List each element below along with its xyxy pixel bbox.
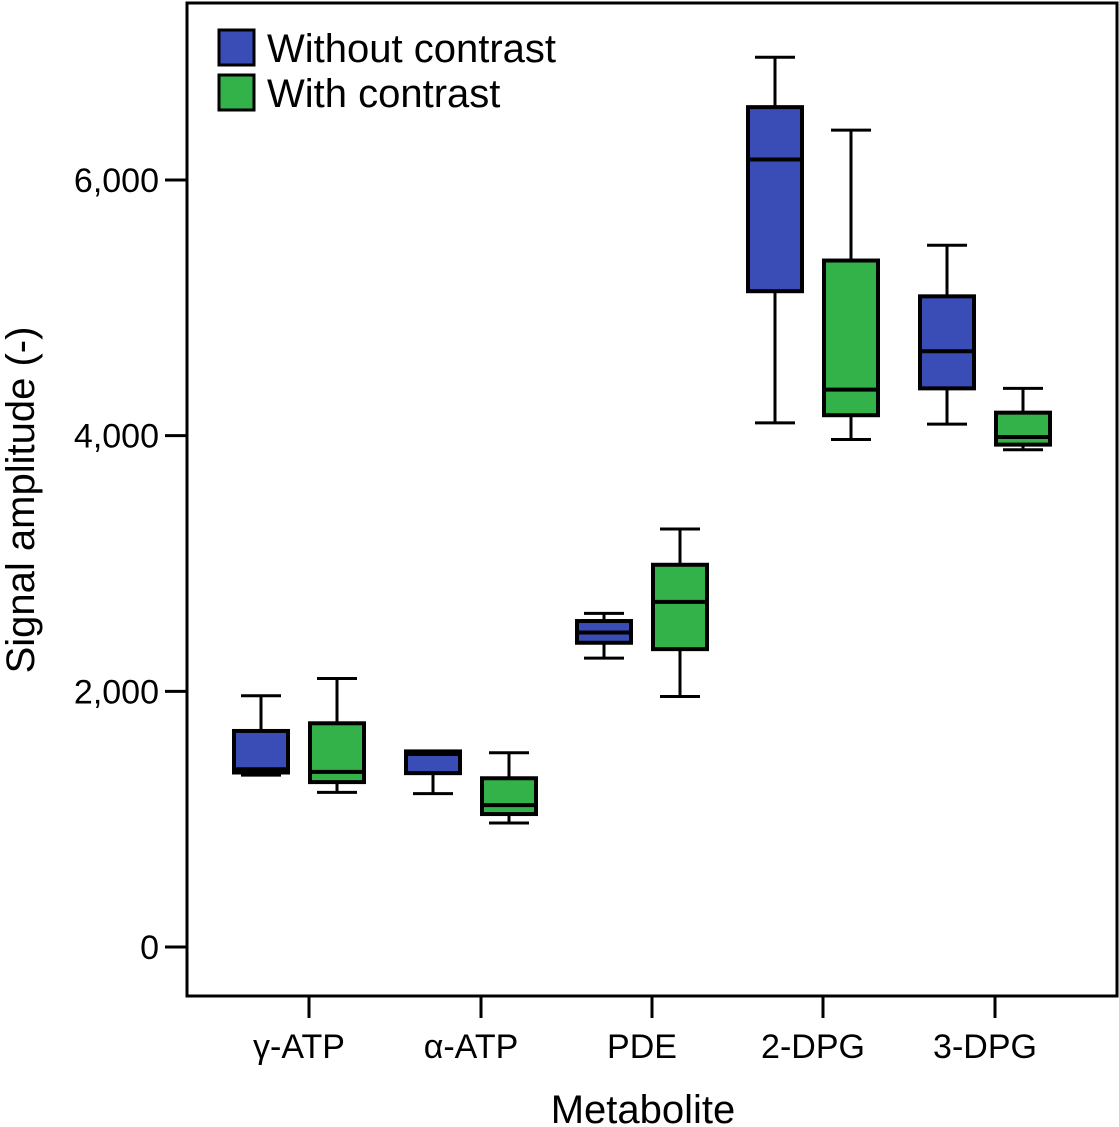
box-α-ATP: [480, 751, 538, 825]
y-tick-label: 4,000: [74, 418, 159, 456]
x-tick-label: 2-DPG: [761, 1028, 865, 1066]
x-tick-label: α-ATP: [424, 1028, 519, 1066]
series-without-contrast: [232, 55, 976, 796]
legend-swatch: [217, 73, 256, 112]
series-with-contrast: [308, 128, 1052, 825]
box-2-DPG: [822, 128, 880, 442]
box-iqr: [746, 105, 804, 294]
box-α-ATP: [404, 749, 462, 796]
box-3-DPG: [918, 243, 976, 426]
x-tick-label: γ-ATP: [253, 1028, 345, 1066]
y-tick-label: 0: [140, 929, 159, 967]
box-iqr: [822, 258, 880, 418]
box-PDE: [575, 611, 633, 660]
legend-label: Without contrast: [267, 27, 556, 71]
box-γ-ATP: [308, 677, 366, 794]
box-PDE: [651, 527, 709, 698]
x-tick-label: 3-DPG: [933, 1028, 1037, 1066]
box-iqr: [918, 294, 976, 391]
x-axis: γ-ATP α-ATP PDE 2-DPG 3-DPG: [253, 996, 1037, 1066]
y-tick-label: 6,000: [74, 162, 159, 200]
box-γ-ATP: [232, 694, 290, 777]
box-iqr: [651, 562, 709, 652]
x-tick-label: PDE: [607, 1028, 677, 1066]
legend-label: With contrast: [267, 72, 500, 116]
box-2-DPG: [746, 55, 804, 425]
box-iqr: [232, 728, 290, 775]
box-iqr: [994, 410, 1052, 447]
box-iqr: [480, 776, 538, 817]
legend-swatch: [217, 28, 256, 67]
box-iqr: [404, 749, 462, 776]
x-axis-title: Metabolite: [551, 1088, 736, 1127]
y-axis: 0 2,000 4,000 6,000: [74, 162, 187, 967]
box-3-DPG: [994, 386, 1052, 452]
plot-frame: [185, 1, 1119, 998]
y-tick-label: 2,000: [74, 673, 159, 711]
box-series: [232, 55, 1052, 825]
y-axis-title: Signal amplitude (-): [0, 327, 43, 674]
